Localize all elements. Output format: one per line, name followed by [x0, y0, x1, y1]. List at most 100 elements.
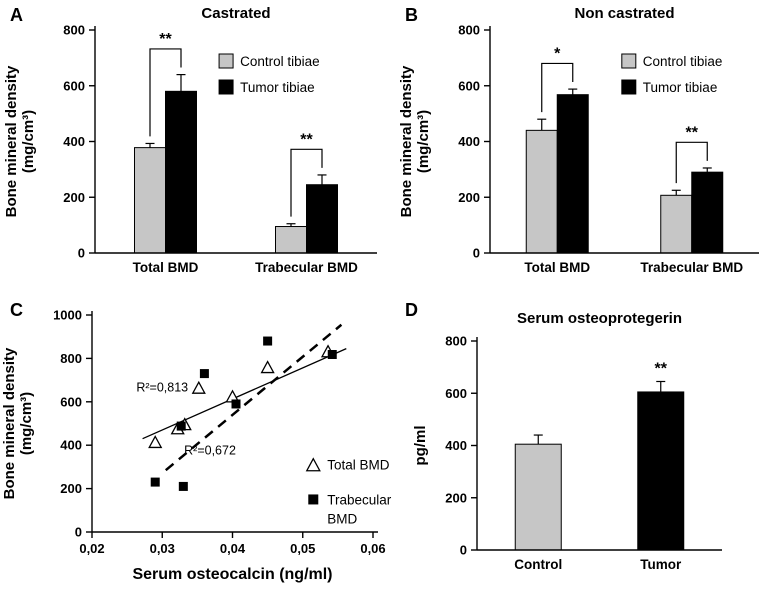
- x-tick-label: 0,05: [290, 541, 315, 556]
- bar: [275, 226, 307, 254]
- non-castrated-bmd-bar-chart: Total BMD Trabecular BMD 0 200 400 600 800 Bone…: [398, 5, 759, 275]
- y-tick-label: 600: [458, 78, 480, 93]
- y-tick-label: 400: [445, 438, 467, 453]
- panel-castrated: A Total BMD Trabecular BMD 0 200 400 600 800 Bo…: [0, 0, 395, 295]
- y-axis-label: (mg/cm³): [20, 110, 37, 173]
- y-tick-label: 1000: [53, 308, 82, 323]
- r-squared-label: R²=0,672: [184, 444, 236, 458]
- panel-letter-b: B: [405, 5, 418, 25]
- y-tick-label: 200: [458, 190, 480, 205]
- x-axis-label: Serum osteocalcin (ng/ml): [132, 566, 332, 583]
- significance-bracket: [290, 148, 323, 217]
- significance-label: **: [655, 360, 668, 377]
- y-tick-label: 800: [445, 334, 467, 349]
- significance-label: **: [686, 124, 699, 141]
- legend-swatch: [218, 53, 234, 69]
- x-tick-label: 0,06: [360, 541, 385, 556]
- bar: [556, 94, 589, 254]
- osteocalcin-bmd-scatter-chart: 0 200 400 600 800 1000 0,02 0,03 0,04 0,05 0,06 Bon…: [1, 308, 392, 584]
- y-tick-label: 600: [63, 78, 85, 93]
- bar: [134, 147, 166, 254]
- y-tick-label: 800: [458, 23, 480, 38]
- panel-letter-d: D: [405, 300, 418, 320]
- x-category-label: Control: [514, 557, 562, 572]
- x-category-label: Total BMD: [524, 260, 590, 275]
- panel-osteoprotegerin: D Control Tumor 0 200 400 600 800 pg/ml Serum os…: [395, 295, 777, 594]
- panel-letter-a: A: [10, 5, 23, 25]
- x-category-label: Trabecular BMD: [255, 260, 358, 275]
- y-axis-label: Bone mineral density: [398, 65, 415, 217]
- legend-label: Tumor tibiae: [240, 80, 315, 95]
- x-tick-label: 0,03: [150, 541, 175, 556]
- x-tick-label: 0,04: [220, 541, 246, 556]
- legend-label: Trabecular: [327, 492, 392, 507]
- y-axis-label: Bone mineral density: [1, 347, 18, 499]
- castrated-bmd-bar-chart: Total BMD Trabecular BMD 0 200 400 600 800 Bone…: [3, 5, 377, 275]
- y-tick-label: 0: [473, 246, 480, 261]
- triangle-open-marker: [191, 380, 206, 394]
- y-axis-label: (mg/cm³): [415, 110, 432, 173]
- y-tick-label: 400: [458, 134, 480, 149]
- legend-label: BMD: [327, 511, 357, 526]
- y-tick-label: 0: [75, 525, 82, 540]
- bar: [691, 171, 724, 254]
- legend-label: Control tibiae: [240, 54, 320, 69]
- square-filled-marker: [263, 336, 273, 346]
- bar: [165, 90, 197, 254]
- y-tick-label: 600: [445, 386, 467, 401]
- legend-label: Tumor tibiae: [643, 80, 718, 95]
- legend-label: Control tibiae: [643, 54, 723, 69]
- bar: [660, 194, 693, 254]
- trendline-dashed: [164, 323, 343, 472]
- y-axis-label: (mg/cm³): [18, 392, 35, 455]
- significance-bracket: [541, 62, 574, 113]
- y-axis-label: Bone mineral density: [3, 65, 20, 217]
- y-tick-label: 400: [60, 438, 82, 453]
- panel-non-castrated: B Total BMD Trabecular BMD 0 200 400 600 800 Bo…: [395, 0, 777, 295]
- chart-title: Non castrated: [574, 5, 674, 22]
- y-tick-label: 200: [445, 490, 467, 505]
- legend-swatch: [621, 79, 637, 95]
- y-tick-label: 600: [60, 394, 82, 409]
- square-filled-marker: [176, 421, 186, 431]
- square-filled-marker: [150, 477, 160, 487]
- y-tick-label: 800: [63, 23, 85, 38]
- square-filled-marker: [178, 481, 188, 491]
- y-tick-label: 200: [63, 190, 85, 205]
- osteoprotegerin-bar-chart: Control Tumor 0 200 400 600 800 pg/ml Serum oste…: [412, 310, 722, 572]
- panel-osteocalcin-scatter: C 0 200 400 600 800 1000 0,02 0,03 0,04 0,05 0,06 B…: [0, 295, 395, 594]
- x-category-label: Tumor: [640, 557, 682, 572]
- triangle-open-marker: [148, 435, 163, 449]
- y-tick-label: 400: [63, 134, 85, 149]
- y-axis-label: pg/ml: [412, 426, 429, 466]
- bar: [525, 129, 558, 254]
- significance-bracket: [149, 48, 182, 137]
- significance-label: **: [300, 131, 313, 148]
- triangle-open-marker: [305, 457, 321, 472]
- x-category-label: Total BMD: [133, 260, 199, 275]
- square-filled-marker: [199, 369, 209, 379]
- r-squared-label: R²=0,813: [136, 381, 188, 395]
- significance-label: *: [554, 45, 561, 62]
- chart-title: Serum osteoprotegerin: [517, 310, 682, 327]
- x-category-label: Trabecular BMD: [640, 260, 743, 275]
- legend-label: Total BMD: [327, 458, 390, 473]
- panel-letter-c: C: [10, 300, 23, 320]
- bar: [306, 184, 338, 254]
- square-filled-marker: [327, 349, 337, 359]
- x-tick-label: 0,02: [79, 541, 104, 556]
- significance-bracket: [675, 141, 708, 184]
- y-tick-label: 800: [60, 351, 82, 366]
- chart-title: Castrated: [201, 5, 270, 22]
- y-tick-label: 200: [60, 481, 82, 496]
- triangle-open-marker: [260, 360, 275, 374]
- significance-label: **: [159, 31, 172, 48]
- bar: [514, 443, 562, 551]
- y-tick-label: 0: [460, 543, 467, 558]
- y-tick-label: 0: [78, 246, 85, 261]
- legend-swatch: [218, 79, 234, 95]
- bar: [637, 391, 685, 551]
- square-filled-marker: [308, 494, 319, 505]
- legend-swatch: [621, 53, 637, 69]
